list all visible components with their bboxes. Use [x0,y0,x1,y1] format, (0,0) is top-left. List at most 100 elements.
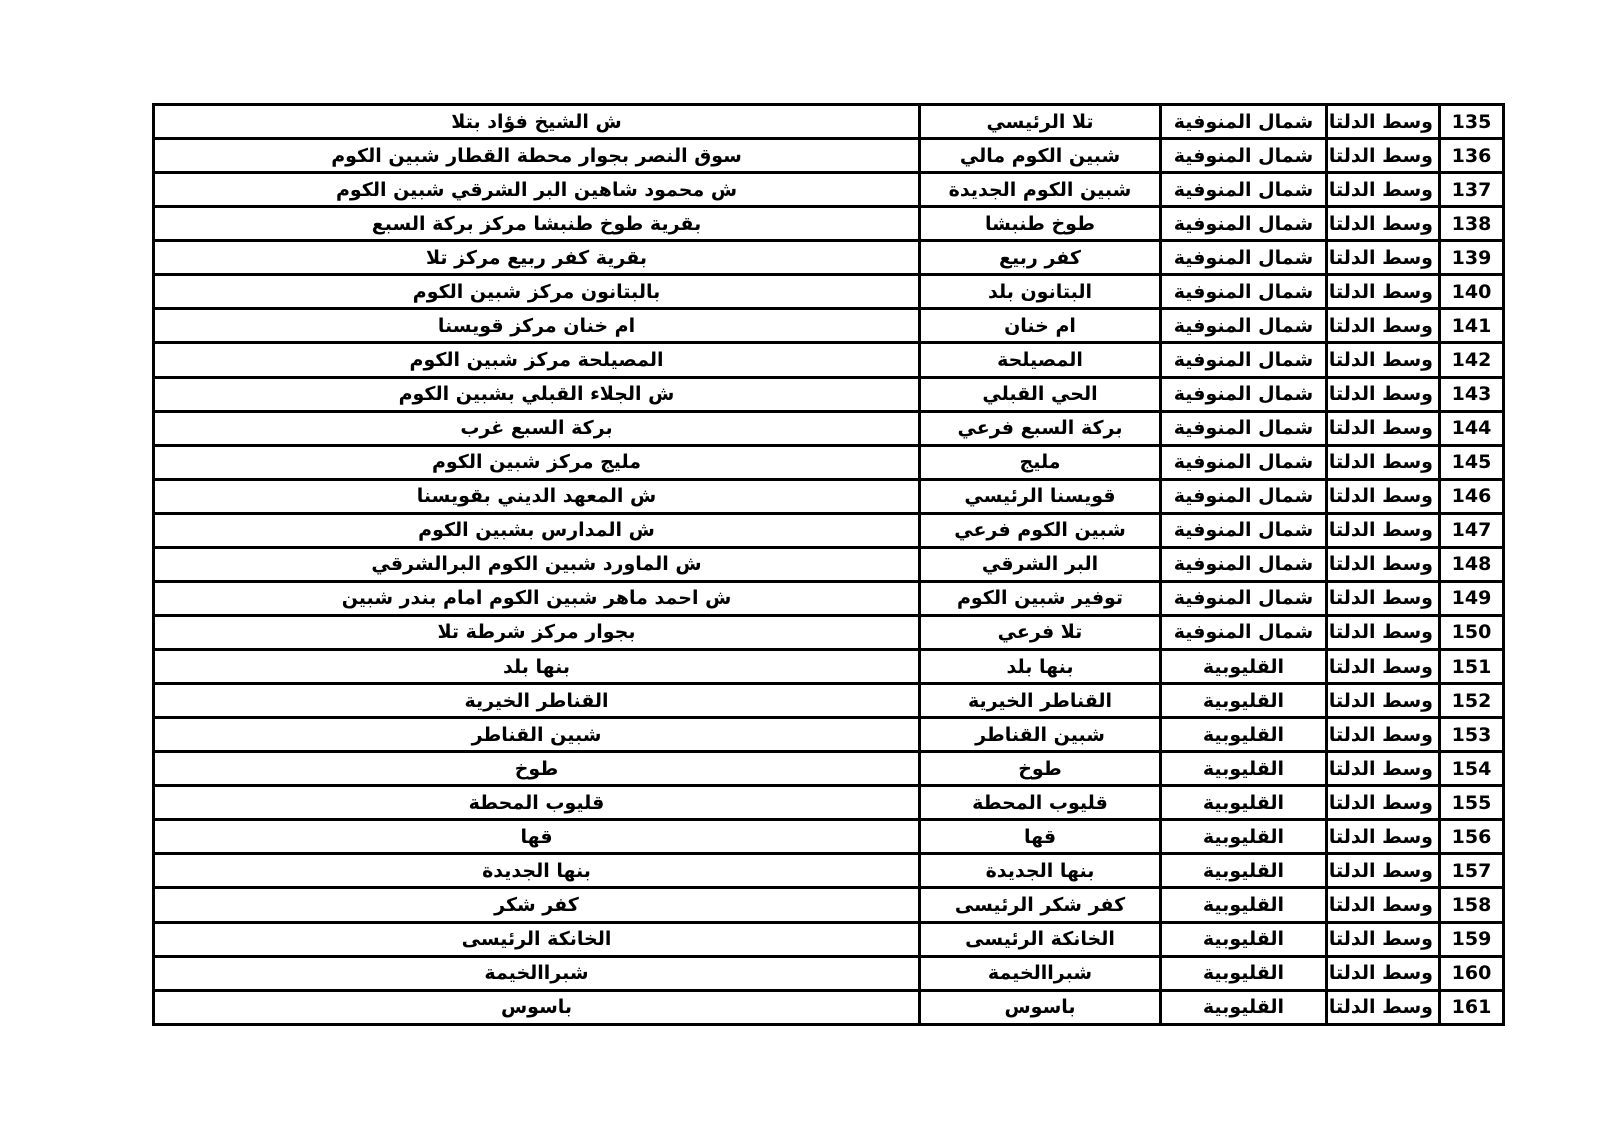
cell-region: وسط الدلتا [1325,682,1441,720]
cell-serial-number: 143 [1438,375,1505,413]
cell-branch-name: شبين الكوم فرعي [918,511,1162,549]
cell-address: القناطر الخيرية [152,682,921,720]
cell-branch-name: قها [918,818,1162,856]
table-row: 159 وسط الدلتا القليوبية الخانكة الرئيسى الخ… [152,920,1505,958]
table-row: 148 وسط الدلتا شمال المنوفية البر الشرقي ش ا… [152,545,1505,583]
cell-branch-name: شبين الكوم مالي [918,137,1162,175]
cell-governorate: القليوبية [1159,852,1328,890]
cell-branch-name: بنها الجديدة [918,852,1162,890]
table-row: 151 وسط الدلتا القليوبية بنها بلد بنها بلد [152,647,1505,686]
table-row: 139 وسط الدلتا شمال المنوفية كفر ربيع بقرية … [152,239,1505,277]
cell-serial-number: 152 [1438,682,1505,720]
cell-governorate: القليوبية [1159,682,1328,720]
cell-region: وسط الدلتا [1325,239,1441,277]
cell-governorate: القليوبية [1159,920,1328,958]
cell-governorate: القليوبية [1159,716,1328,754]
cell-governorate: شمال المنوفية [1159,273,1328,311]
cell-serial-number: 155 [1438,784,1505,822]
cell-region: وسط الدلتا [1325,750,1441,788]
cell-serial-number: 160 [1438,954,1505,992]
cell-governorate: شمال المنوفية [1159,102,1328,141]
table-row: 152 وسط الدلتا القليوبية القناطر الخيرية الق… [152,682,1505,720]
cell-branch-name: مليج [918,443,1162,481]
cell-serial-number: 158 [1438,886,1505,924]
cell-governorate: شمال المنوفية [1159,307,1328,345]
cell-serial-number: 151 [1438,647,1505,686]
cell-serial-number: 141 [1438,307,1505,345]
cell-region: وسط الدلتا [1325,341,1441,379]
cell-region: وسط الدلتا [1325,545,1441,583]
cell-address: بالبتانون مركز شبين الكوم [152,273,921,311]
cell-region: وسط الدلتا [1325,852,1441,890]
cell-region: وسط الدلتا [1325,886,1441,924]
table-row: 161 وسط الدلتا القليوبية باسوس باسوس [152,988,1505,1027]
cell-serial-number: 148 [1438,545,1505,583]
table-row: 150 وسط الدلتا شمال المنوفية تلا فرعي بجوار … [152,613,1505,652]
cell-address: ش محمود شاهين البر الشرقي شبين الكوم [152,171,921,209]
cell-address: قليوب المحطة [152,784,921,822]
table-row: 155 وسط الدلتا القليوبية قليوب المحطة قليوب … [152,784,1505,822]
cell-branch-name: شبراالخيمة [918,954,1162,992]
cell-region: وسط الدلتا [1325,137,1441,175]
cell-governorate: شمال المنوفية [1159,205,1328,243]
cell-branch-name: قويسنا الرئيسي [918,477,1162,515]
cell-region: وسط الدلتا [1325,273,1441,311]
cell-address: طوخ [152,750,921,788]
cell-address: ام خنان مركز قويسنا [152,307,921,345]
table-row: 153 وسط الدلتا القليوبية شبين القناطر شبين ا… [152,716,1505,754]
cell-region: وسط الدلتا [1325,375,1441,413]
cell-address: المصيلحة مركز شبين الكوم [152,341,921,379]
cell-region: وسط الدلتا [1325,716,1441,754]
cell-address: بجوار مركز شرطة تلا [152,613,921,652]
cell-address: ش الجلاء القبلي بشبين الكوم [152,375,921,413]
cell-governorate: شمال المنوفية [1159,511,1328,549]
cell-address: سوق النصر بجوار محطة القطار شبين الكوم [152,137,921,175]
cell-governorate: القليوبية [1159,647,1328,686]
cell-branch-name: تلا الرئيسي [918,102,1162,141]
cell-governorate: شمال المنوفية [1159,443,1328,481]
cell-governorate: شمال المنوفية [1159,477,1328,515]
cell-address: بركة السبع غرب [152,409,921,447]
cell-serial-number: 149 [1438,579,1505,617]
cell-serial-number: 150 [1438,613,1505,652]
cell-address: شبين القناطر [152,716,921,754]
cell-address: قها [152,818,921,856]
cell-serial-number: 161 [1438,988,1505,1027]
table-row: 146 وسط الدلتا شمال المنوفية قويسنا الرئيسي… [152,477,1505,515]
cell-serial-number: 156 [1438,818,1505,856]
cell-region: وسط الدلتا [1325,647,1441,686]
cell-region: وسط الدلتا [1325,784,1441,822]
cell-branch-name: توفير شبين الكوم [918,579,1162,617]
cell-region: وسط الدلتا [1325,409,1441,447]
cell-governorate: شمال المنوفية [1159,171,1328,209]
cell-branch-name: تلا فرعي [918,613,1162,652]
cell-branch-name: طوخ طنبشا [918,205,1162,243]
cell-address: كفر شكر [152,886,921,924]
table-row: 136 وسط الدلتا شمال المنوفية شبين الكوم مال… [152,137,1505,175]
cell-governorate: شمال المنوفية [1159,137,1328,175]
cell-branch-name: بنها بلد [918,647,1162,686]
cell-region: وسط الدلتا [1325,443,1441,481]
bank-branches-table: 135 وسط الدلتا شمال المنوفية تلا الرئيسي ش ا… [152,102,1505,1027]
cell-serial-number: 145 [1438,443,1505,481]
cell-governorate: شمال المنوفية [1159,239,1328,277]
cell-address: بقرية كفر ربيع مركز تلا [152,239,921,277]
cell-branch-name: ام خنان [918,307,1162,345]
cell-region: وسط الدلتا [1325,102,1441,141]
cell-governorate: شمال المنوفية [1159,579,1328,617]
cell-governorate: القليوبية [1159,750,1328,788]
table-row: 145 وسط الدلتا شمال المنوفية مليج مليج مركز … [152,443,1505,481]
cell-governorate: شمال المنوفية [1159,375,1328,413]
cell-region: وسط الدلتا [1325,818,1441,856]
cell-region: وسط الدلتا [1325,511,1441,549]
cell-branch-name: طوخ [918,750,1162,788]
cell-governorate: شمال المنوفية [1159,341,1328,379]
table-row: 144 وسط الدلتا شمال المنوفية بركة السبع فرع… [152,409,1505,447]
cell-serial-number: 140 [1438,273,1505,311]
table-row: 154 وسط الدلتا القليوبية طوخ طوخ [152,750,1505,788]
cell-branch-name: الحي القبلي [918,375,1162,413]
cell-branch-name: المصيلحة [918,341,1162,379]
cell-address: باسوس [152,988,921,1027]
cell-serial-number: 136 [1438,137,1505,175]
cell-branch-name: كفر ربيع [918,239,1162,277]
